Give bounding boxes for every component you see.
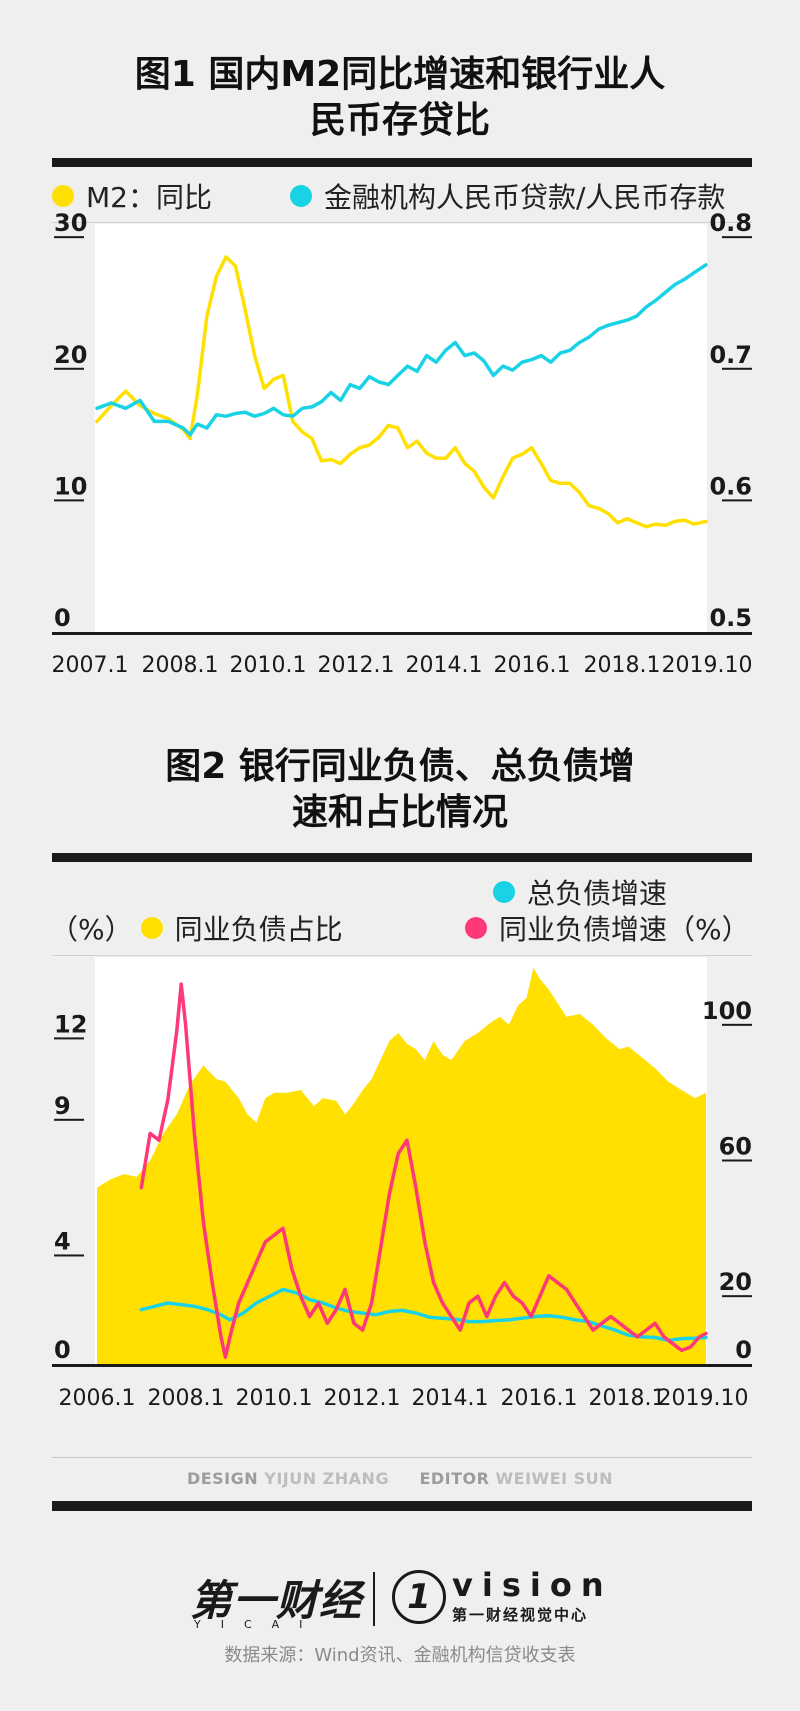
x-tick-4: 2014.1 [406,653,483,678]
y-tick-left-3: 30 [54,209,87,237]
yellow-dot-icon [140,917,163,939]
y-tick-underline-right-1 [722,1295,752,1298]
y-tick-right-2: 60 [719,1133,752,1161]
x-tick-3: 2012.1 [318,653,395,678]
y-tick-left-1: 4 [54,1227,71,1255]
y-tick-right-2: 0.7 [709,341,752,369]
x-tick-7: 2019.10 [658,1386,749,1411]
chart1-legend-ratio: 金融机构人民币贷款/人民币存款 [290,176,725,216]
logo-separator [373,1572,375,1626]
y-tick-right-0: 0.5 [709,604,752,632]
yicai-logo: 第一财经 [190,1576,363,1625]
series-area-0 [97,967,706,1364]
x-tick-1: 2008.1 [148,1386,225,1411]
cyan-dot-icon [493,881,515,903]
y-tick-underline-right-1 [722,499,752,502]
x-tick-5: 2016.1 [494,653,571,678]
pink-dot-icon [465,917,487,939]
chart2-svg: 0 4 9 12 0 20 60 100 2006.1 2008.1 2010.1 2012.1 201… [52,967,752,1411]
chart1-svg: 0 10 20 30 0.5 0.6 0.7 0.8 2007.1 2008.1 2010.1 201… [52,209,753,678]
y-tick-underline-left-3 [54,1037,84,1040]
chart2-legend-interbank-label: 同业负债增速（%） [499,913,750,946]
y-tick-left-0: 0 [54,1336,71,1364]
design-name: YIJUN ZHANG [264,1469,390,1488]
vision-logo: vision [452,1566,613,1604]
series-line-1 [139,1287,708,1343]
y-tick-right-3: 0.8 [709,209,752,237]
chart2-legend-divider [52,955,752,956]
data-source: 数据来源：Wind资讯、金融机构信贷收支表 [224,1645,576,1666]
x-tick-2: 2010.1 [236,1386,313,1411]
y-tick-right-3: 100 [702,997,752,1025]
chart2-legend-total: 总负债增速 [493,872,667,912]
footer-rule [52,1501,752,1511]
x-tick-0: 2007.1 [52,653,129,678]
x-tick-4: 2014.1 [412,1386,489,1411]
y-tick-underline-left-1 [54,1254,84,1257]
y-tick-left-1: 10 [54,472,87,500]
chart1-plot-area [95,224,707,632]
chart1-legend-divider [52,222,752,223]
chart2-top-rule [52,853,752,862]
yicai-logo-latin: YICAI [194,1618,323,1631]
chart1-top-rule [52,158,752,167]
y-tick-underline-left-3 [54,236,84,239]
y-tick-left-0: 0 [54,604,71,632]
x-axis-baseline [52,1364,752,1367]
credits: DESIGN YIJUN ZHANG EDITOR WEIWEI SUN [0,1469,800,1488]
y-tick-left-2: 9 [54,1092,71,1120]
y-tick-underline-left-2 [54,367,84,370]
chart2-unit-left: （%） [50,913,133,946]
editor-name: WEIWEI SUN [495,1469,614,1488]
x-tick-2: 2010.1 [230,653,307,678]
series-line-1 [95,263,708,437]
chart2-legend-total-label: 总负债增速 [527,877,668,910]
y-tick-left-2: 20 [54,341,87,369]
x-tick-3: 2012.1 [324,1386,401,1411]
yellow-dot-icon [52,185,74,207]
y-tick-right-1: 20 [719,1268,752,1296]
y-tick-underline-left-1 [54,499,84,502]
chart1-title: 图1 国内M2同比增速和银行业人民币存贷比 [134,54,666,141]
series-line-2 [139,982,708,1359]
chart1-legend-m2-label: M2：同比 [86,181,212,214]
x-tick-1: 2008.1 [142,653,219,678]
x-tick-6: 2018.1 [589,1386,666,1411]
y-tick-underline-right-2 [722,1159,752,1162]
design-label: DESIGN [186,1469,259,1488]
x-axis-baseline [52,632,752,635]
credits-divider [52,1457,752,1458]
series-line-0 [95,255,708,529]
y-tick-underline-right-3 [722,1023,752,1026]
chart1-legend-m2: M2：同比 [52,176,212,216]
chart2-legend-interbank: 同业负债增速（%） [465,908,750,948]
vision-one-logo-icon: 1 [392,1570,446,1624]
chart2-title: 图2 银行同业负债、总负债增速和占比情况 [165,746,635,833]
cyan-dot-icon [290,185,312,207]
y-tick-right-0: 0 [735,1336,752,1364]
y-tick-left-3: 12 [54,1010,87,1038]
x-tick-0: 2006.1 [59,1386,136,1411]
vision-logo-cn: 第一财经视觉中心 [452,1606,589,1624]
chart2-legend-share: （%） 同业负债占比 [50,908,343,948]
x-tick-7: 2019.10 [662,653,753,678]
y-tick-underline-right-2 [722,367,752,370]
chart1-legend-ratio-label: 金融机构人民币贷款/人民币存款 [324,181,726,214]
chart2-legend-share-label: 同业负债占比 [174,913,343,946]
editor-label: EDITOR [419,1469,490,1488]
y-tick-right-1: 0.6 [709,472,752,500]
y-tick-underline-left-2 [54,1118,84,1121]
x-tick-5: 2016.1 [501,1386,578,1411]
x-tick-6: 2018.1 [584,653,661,678]
y-tick-underline-right-3 [722,236,752,239]
